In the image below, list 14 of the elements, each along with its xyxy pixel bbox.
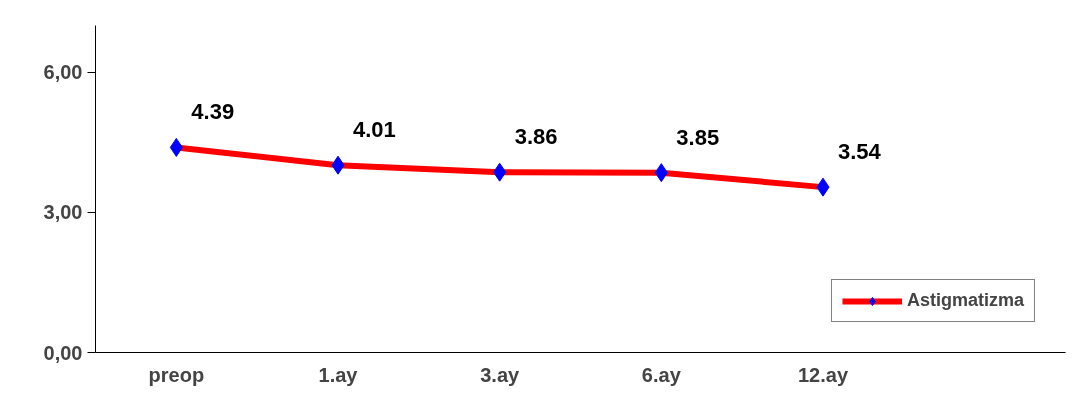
y-tick-label: 3,00 (43, 201, 83, 224)
legend-label: Astigmatizma (906, 290, 1024, 311)
x-tick-label: preop (148, 363, 205, 386)
y-tick-label: 6,00 (43, 61, 83, 84)
data-label: 4.39 (191, 99, 235, 125)
data-label: 3.85 (676, 124, 720, 150)
data-label: 3.54 (838, 139, 882, 165)
x-tick-label: 1.ay (318, 363, 359, 386)
data-label: 4.01 (353, 117, 396, 143)
x-tick-label: 6.ay (641, 363, 682, 386)
x-tick-label: 12.ay (797, 363, 849, 386)
x-tick-label: 3.ay (480, 363, 521, 386)
data-label: 3.86 (514, 124, 558, 150)
y-tick-label: 0,00 (43, 341, 83, 364)
